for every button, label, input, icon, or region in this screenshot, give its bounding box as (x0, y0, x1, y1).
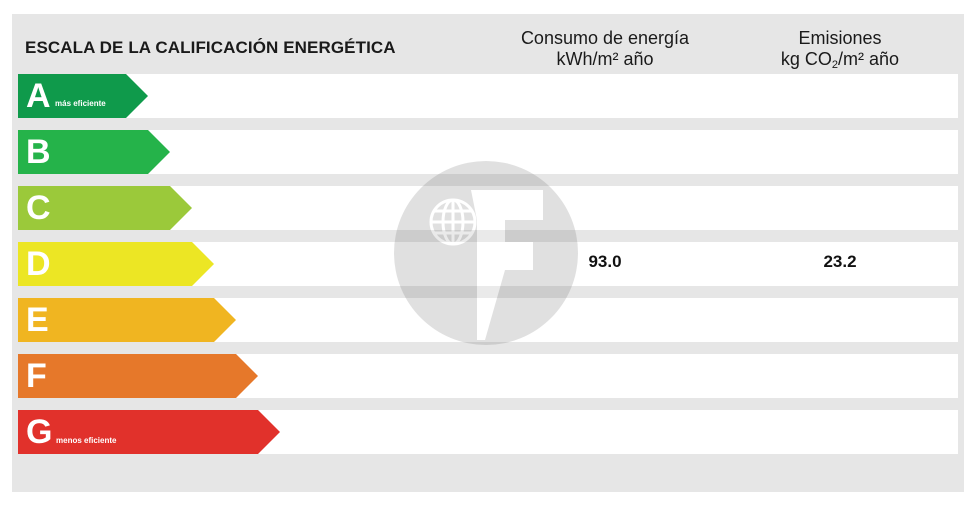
rating-arrow-f: F (18, 354, 258, 398)
emissions-unit-b: /m² año (838, 49, 900, 69)
emissions-header-line2: kg CO2/m² año (740, 49, 940, 71)
row-background (18, 74, 958, 118)
emissions-column-header: Emisiones kg CO2/m² año (740, 28, 940, 71)
rating-arrow-e: E (18, 298, 236, 342)
rating-arrow-a: A más eficiente (18, 74, 148, 118)
rating-letter-a: A (26, 77, 51, 115)
energy-value-d: 93.0 (588, 252, 622, 271)
energy-header-line2: kWh/m² año (556, 49, 654, 69)
rating-arrow-d: D (18, 242, 214, 286)
rating-letter-g: G (26, 413, 53, 451)
rating-arrow-g: G menos eficiente (18, 410, 280, 454)
row-background (18, 130, 958, 174)
rating-row-d: D 93.0 23.2 (18, 242, 958, 286)
emissions-value-d: 23.2 (823, 252, 857, 271)
energy-header-line1: Consumo de energía (520, 28, 690, 48)
emissions-header-line1: Emisiones (798, 28, 882, 48)
rating-row-f: F (18, 354, 958, 398)
rating-row-a: A más eficiente (18, 74, 958, 118)
rating-label-g: menos eficiente (56, 436, 117, 445)
emissions-unit-sub: 2 (831, 59, 839, 71)
rating-row-g: G menos eficiente (18, 410, 958, 454)
rating-arrow-c: C (18, 186, 192, 230)
rating-letter-e: E (26, 301, 49, 339)
scale-title: ESCALA DE LA CALIFICACIÓN ENERGÉTICA (25, 38, 396, 57)
rating-letter-c: C (26, 189, 51, 227)
rating-label-a: más eficiente (55, 99, 106, 108)
rating-letter-d: D (26, 245, 51, 283)
energy-column-header: Consumo de energía kWh/m² año (505, 28, 705, 70)
rating-arrow-b: B (18, 130, 170, 174)
rating-row-e: E (18, 298, 958, 342)
rating-row-c: C (18, 186, 958, 230)
emissions-unit-a: kg CO (780, 49, 832, 69)
rating-row-b: B (18, 130, 958, 174)
rating-letter-b: B (26, 133, 51, 171)
rating-letter-f: F (26, 357, 47, 395)
